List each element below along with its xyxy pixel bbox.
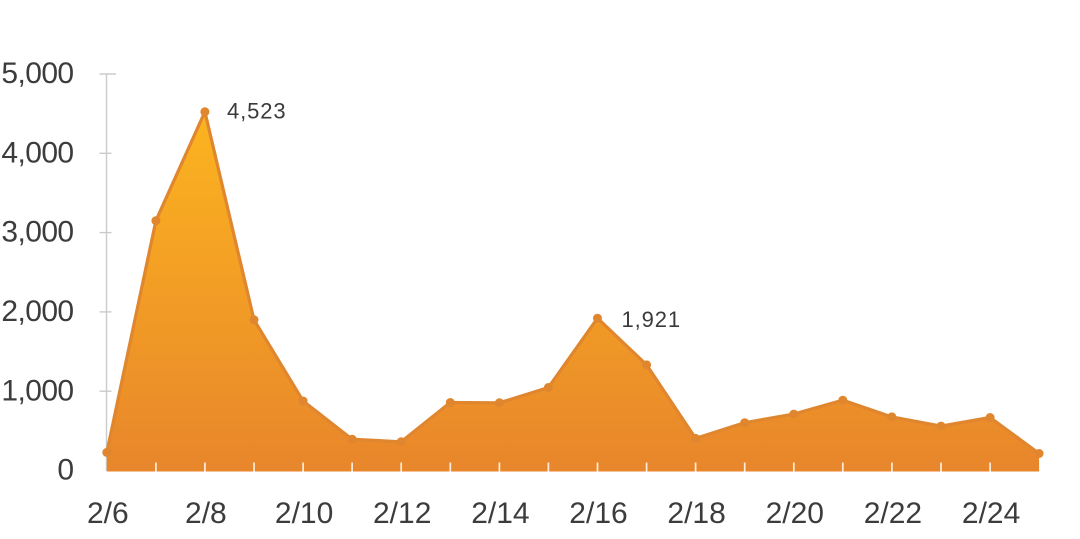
- svg-text:2/14: 2/14: [471, 497, 529, 530]
- svg-text:1,921: 1,921: [622, 307, 682, 332]
- svg-text:2/16: 2/16: [569, 497, 627, 530]
- svg-text:2/18: 2/18: [667, 497, 725, 530]
- svg-text:5,000: 5,000: [1, 57, 73, 90]
- svg-text:1,000: 1,000: [1, 374, 73, 407]
- svg-text:2/20: 2/20: [766, 497, 824, 530]
- svg-text:2/6: 2/6: [87, 497, 129, 530]
- svg-text:2/22: 2/22: [864, 497, 922, 530]
- svg-text:2/10: 2/10: [275, 497, 333, 530]
- svg-text:4,523: 4,523: [227, 98, 287, 123]
- svg-text:4,000: 4,000: [1, 136, 73, 169]
- svg-text:2/8: 2/8: [185, 497, 227, 530]
- svg-text:2/24: 2/24: [962, 497, 1020, 530]
- svg-text:2,000: 2,000: [1, 295, 73, 328]
- svg-text:2/12: 2/12: [373, 497, 431, 530]
- svg-text:0: 0: [57, 454, 73, 487]
- svg-text:3,000: 3,000: [1, 216, 73, 249]
